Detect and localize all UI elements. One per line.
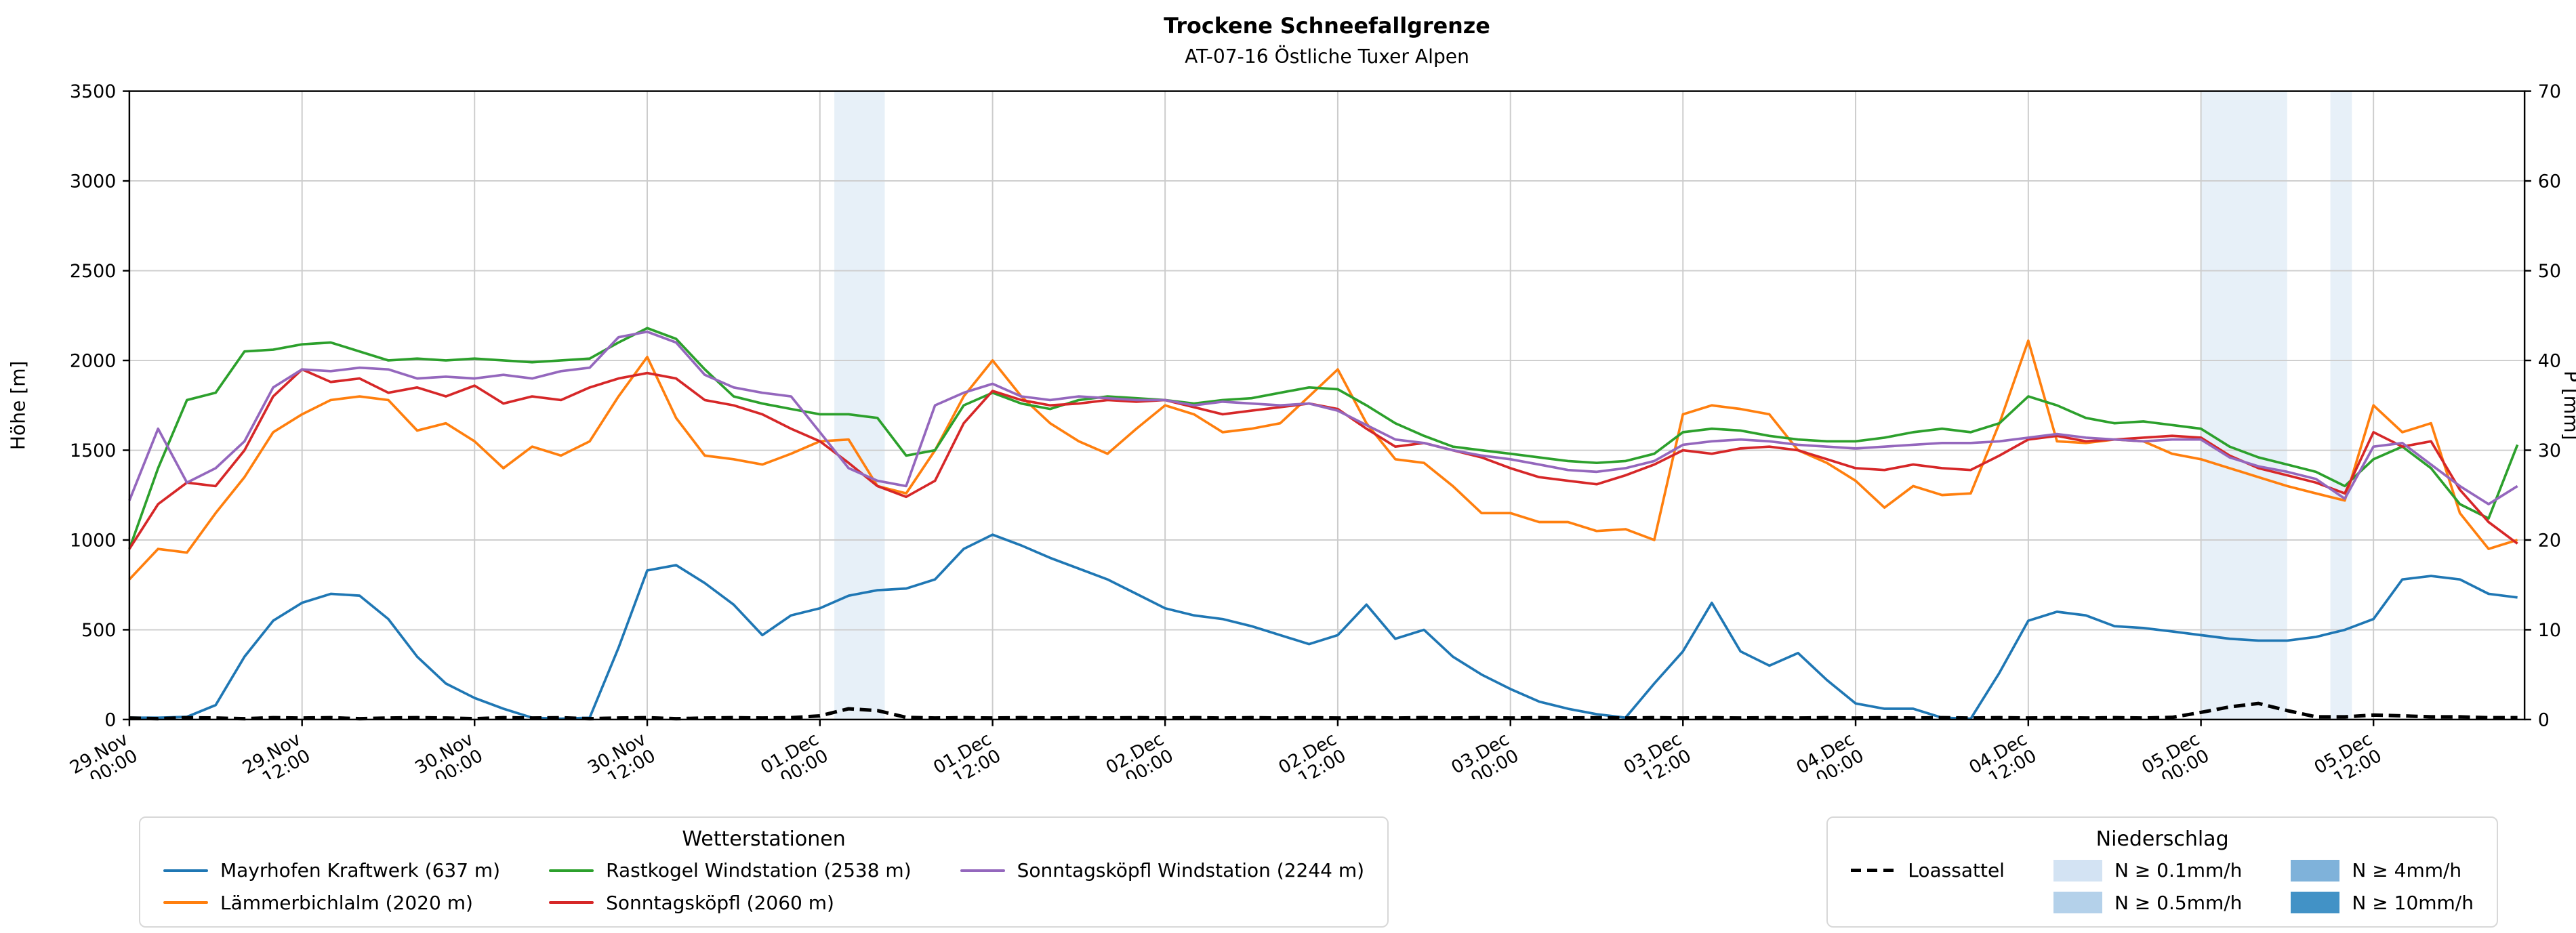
y-tick-left: 3000 [70, 171, 116, 192]
y-tick-left: 2000 [70, 350, 116, 371]
legend-item-label: N ≥ 0.1mm/h [2114, 859, 2243, 882]
legend-spacer [1851, 892, 2005, 913]
y-tick-right: 60 [2538, 171, 2561, 192]
y-tick-right: 20 [2538, 530, 2561, 551]
legend-item-label: N ≥ 0.5mm/h [2114, 891, 2243, 914]
y-axis-label-right: P [mm] [2560, 371, 2576, 440]
legend-item-sonntagskoepfl: Sonntagsköpfl (2060 m) [549, 892, 912, 915]
legend-item-label: Loassattel [1908, 859, 2005, 882]
y-tick-left: 3500 [70, 81, 116, 102]
legend-item-precip-05: N ≥ 0.5mm/h [2053, 892, 2242, 915]
y-tick-left: 2500 [70, 261, 116, 282]
series-sonntagskoepfl [128, 368, 2518, 550]
legend-stations: Wetterstationen Mayrhofen Kraftwerk (637… [139, 816, 1389, 928]
series-rastkogel-windstation [128, 327, 2519, 550]
x-tick-label: 02.Dec00:00 [1103, 728, 1177, 779]
y-tick-right: 10 [2538, 620, 2561, 641]
line-swatch-purple [960, 869, 1005, 872]
dashed-line-swatch [1851, 869, 1896, 873]
legend-item-label: N ≥ 10mm/h [2352, 891, 2474, 914]
x-tick-label: 02.Dec12:00 [1275, 728, 1349, 779]
y-tick-right: 0 [2538, 709, 2550, 730]
series-mayrhofen-kraftwerk [129, 533, 2518, 720]
legend-item-rastkogel: Rastkogel Windstation (2538 m) [549, 859, 912, 882]
precip-patch-0.5 [2053, 892, 2102, 914]
y-axis-label-left: Höhe [m] [7, 360, 30, 450]
line-swatch-orange [163, 901, 208, 905]
x-tick-label: 29.Nov00:00 [66, 728, 142, 779]
legend-item-precip-4: N ≥ 4mm/h [2291, 859, 2474, 882]
x-tick-label: 03.Dec00:00 [1448, 728, 1522, 779]
legend-precip: Niederschlag Loassattel N ≥ 0.1mm/h N ≥ … [1826, 816, 2498, 928]
legend-item-precip-10: N ≥ 10mm/h [2291, 892, 2474, 915]
y-tick-right: 40 [2538, 350, 2561, 371]
legend-stations-title: Wetterstationen [682, 827, 846, 851]
legend-precip-grid: Loassattel N ≥ 0.1mm/h N ≥ 0.5mm/h N ≥ 4… [1851, 859, 2474, 914]
legend-item-sonntagskoepfl-wind: Sonntagsköpfl Windstation (2244 m) [960, 859, 1364, 882]
y-tick-left: 1000 [70, 530, 116, 551]
precip-band [2330, 91, 2352, 720]
precip-patch-10 [2291, 892, 2340, 914]
series-sonntagskoepfl-windstation [128, 330, 2518, 505]
precip-band [834, 91, 885, 720]
x-tick-label: 05.Dec12:00 [2311, 728, 2386, 779]
y-tick-left: 500 [81, 620, 116, 641]
line-swatch-red [549, 901, 594, 905]
legend-item-label: Sonntagsköpfl (2060 m) [606, 891, 834, 914]
y-tick-right: 70 [2538, 81, 2561, 102]
precip-band [2201, 91, 2287, 720]
y-tick-right: 50 [2538, 261, 2561, 282]
y-tick-left: 1500 [70, 440, 116, 461]
precip-patch-4 [2291, 859, 2340, 882]
y-tick-left: 0 [104, 709, 116, 730]
x-tick-label: 03.Dec12:00 [1620, 728, 1695, 779]
legend-item-mayrhofen: Mayrhofen Kraftwerk (637 m) [163, 859, 500, 882]
plot-frame [128, 90, 2526, 721]
line-swatch-blue [163, 869, 208, 872]
legend-stations-grid: Mayrhofen Kraftwerk (637 m) Lämmerbichla… [163, 859, 1364, 914]
x-tick-label: 30.Nov12:00 [584, 728, 659, 779]
legend-item-label: Rastkogel Windstation (2538 m) [606, 859, 912, 882]
snowfall-line-chart: 0 500 1000 1500 2000 2500 3000 3500 0 10 20 30 40 50 6… [7, 13, 2576, 779]
legend-precip-title: Niederschlag [2095, 827, 2229, 851]
legend-item-label: Sonntagsköpfl Windstation (2244 m) [1017, 859, 1365, 882]
x-tick-label: 01.Dec12:00 [930, 728, 1004, 779]
x-tick-label: 01.Dec00:00 [757, 728, 832, 779]
x-tick-label: 04.Dec00:00 [1793, 728, 1867, 779]
x-tick-label: 29.Nov12:00 [239, 728, 314, 779]
x-tick-label: 05.Dec00:00 [2138, 728, 2213, 779]
legend-item-precip-01: N ≥ 0.1mm/h [2053, 859, 2242, 882]
legend-item-label: N ≥ 4mm/h [2352, 859, 2462, 882]
x-tick-label: 04.Dec12:00 [1965, 728, 2040, 779]
line-swatch-green [549, 869, 594, 872]
x-tick-label: 30.Nov00:00 [411, 728, 487, 779]
chart-title: Trockene Schneefallgrenze [1164, 13, 1490, 39]
series-loassattel [129, 701, 2518, 721]
legend-row: Wetterstationen Mayrhofen Kraftwerk (637… [0, 816, 2576, 928]
legend-item-label: Lämmerbichlalm (2020 m) [220, 891, 473, 914]
y-tick-right: 30 [2538, 440, 2561, 461]
legend-item-label: Mayrhofen Kraftwerk (637 m) [220, 859, 501, 882]
precip-patch-0.1 [2053, 859, 2102, 882]
legend-item-loassattel: Loassattel [1851, 859, 2005, 882]
chart-subtitle: AT-07-16 Östliche Tuxer Alpen [1185, 45, 1469, 68]
legend-item-laemmerbichlalm: Lämmerbichlalm (2020 m) [163, 892, 500, 915]
